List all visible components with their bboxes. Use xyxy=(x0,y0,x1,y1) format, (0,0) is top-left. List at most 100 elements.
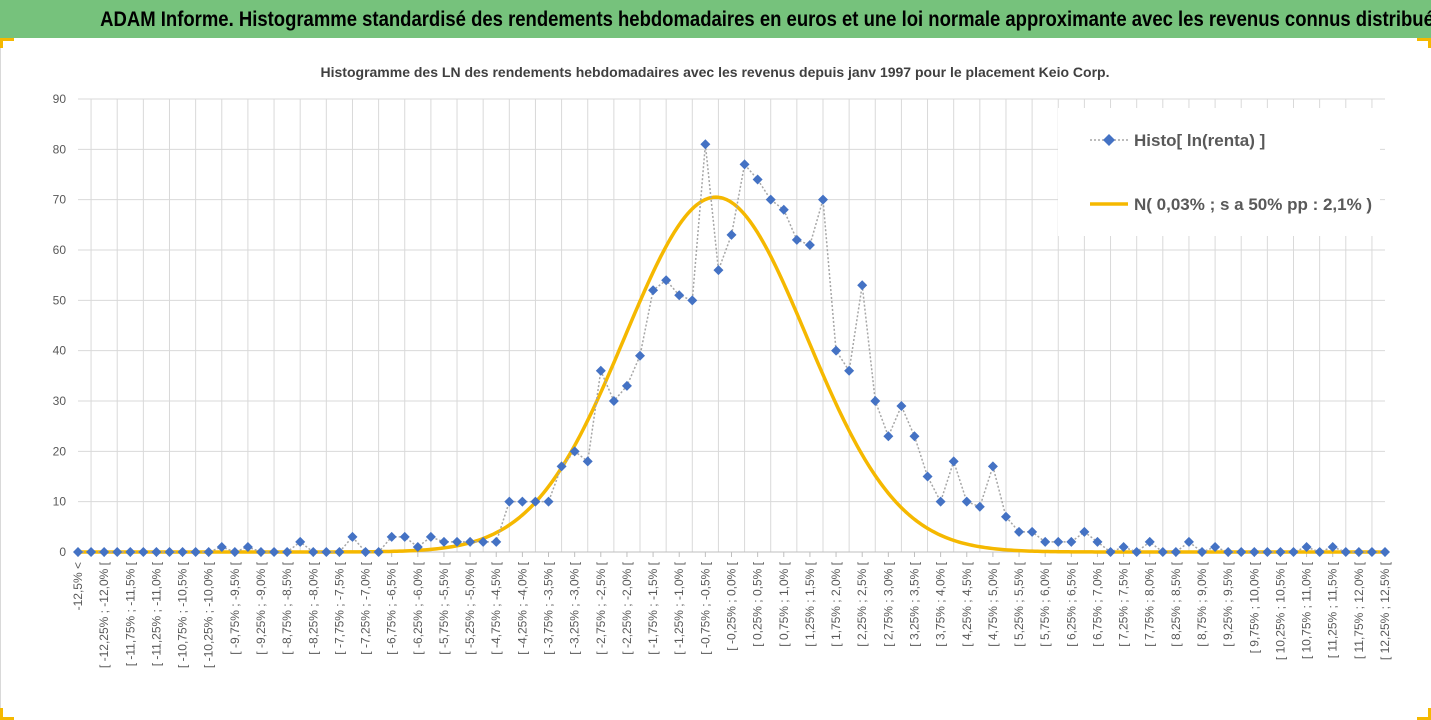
histo-point xyxy=(556,461,567,472)
histo-point xyxy=(203,547,214,557)
histo-point xyxy=(308,547,319,557)
histo-point xyxy=(438,536,449,547)
x-tick-label: [ -2,75% ; -2,5% [ xyxy=(594,561,608,654)
histo-point xyxy=(961,496,972,507)
y-tick-label: 50 xyxy=(53,293,67,307)
histo-point xyxy=(1301,541,1312,552)
histo-point xyxy=(948,456,959,467)
histo-point xyxy=(452,536,463,547)
x-tick-label: [ 10,25% ; 10,5% [ xyxy=(1273,561,1287,660)
corner-accent-bottom-left xyxy=(0,708,3,720)
histo-point xyxy=(151,547,162,557)
histo-point xyxy=(765,194,776,205)
histo-point xyxy=(1275,547,1286,557)
histo-point xyxy=(739,159,750,170)
histo-point xyxy=(621,380,632,391)
x-tick-label: [ 2,75% ; 3,0% [ xyxy=(881,561,895,646)
corner-accent-top-right xyxy=(1428,38,1431,48)
corner-accent-top-right xyxy=(1417,38,1431,41)
histo-point xyxy=(1366,547,1377,557)
histo-point xyxy=(321,547,332,557)
x-tick-label: [ -5,25% ; -5,0% [ xyxy=(463,561,477,654)
x-tick-label: [ 9,75% ; 10,0% [ xyxy=(1247,561,1261,653)
x-tick-label: [ 3,75% ; 4,0% [ xyxy=(934,561,948,646)
y-tick-label: 0 xyxy=(59,545,66,559)
x-tick-label: [ 6,75% ; 7,0% [ xyxy=(1090,561,1104,646)
histo-point xyxy=(216,541,227,552)
histo-point xyxy=(778,204,789,215)
histo-point xyxy=(700,139,711,150)
y-tick-label: 20 xyxy=(53,444,67,458)
histo-point xyxy=(857,280,868,291)
histo-point xyxy=(1118,541,1129,552)
x-tick-label: [ -4,25% ; -4,0% [ xyxy=(515,561,529,654)
histo-point xyxy=(1157,547,1168,557)
histo-point xyxy=(1170,547,1181,557)
histo-point xyxy=(831,345,842,356)
legend-box xyxy=(1058,108,1380,236)
histo-point xyxy=(86,547,97,557)
histo-point xyxy=(1183,536,1194,547)
legend-histo-marker xyxy=(1103,134,1115,146)
histo-point xyxy=(1014,526,1025,537)
histo-point xyxy=(399,531,410,542)
histo-point xyxy=(582,456,593,467)
histo-point xyxy=(229,547,240,557)
histo-point xyxy=(334,547,345,557)
x-tick-label: [ -1,75% ; -1,5% [ xyxy=(646,561,660,654)
histo-point xyxy=(804,239,815,250)
histo-point xyxy=(138,547,149,557)
histo-point xyxy=(896,401,907,412)
y-tick-label: 30 xyxy=(53,394,67,408)
histo-point xyxy=(791,234,802,245)
histo-point xyxy=(517,496,528,507)
x-tick-label: [ -5,75% ; -5,5% [ xyxy=(437,561,451,654)
x-tick-label: [ 5,75% ; 6,0% [ xyxy=(1038,561,1052,646)
x-tick-label: [ -10,75% ; -10,5% [ xyxy=(176,561,190,668)
histo-point xyxy=(1000,511,1011,522)
histo-point xyxy=(687,295,698,306)
x-tick-label: [ 9,25% ; 9,5% [ xyxy=(1221,561,1235,646)
y-tick-label: 90 xyxy=(53,92,67,106)
corner-accent-bottom-left xyxy=(0,717,14,720)
histo-point xyxy=(1314,547,1325,557)
histo-point xyxy=(295,536,306,547)
histo-point xyxy=(177,547,188,557)
histo-point xyxy=(504,496,515,507)
x-tick-label: [ -6,25% ; -6,0% [ xyxy=(411,561,425,654)
x-tick-label: [ 1,75% ; 2,0% [ xyxy=(829,561,843,646)
histo-point xyxy=(1040,536,1051,547)
x-tick-label: [ -7,25% ; -7,0% [ xyxy=(359,561,373,654)
histo-point xyxy=(922,471,933,482)
histo-point xyxy=(478,536,489,547)
histo-point xyxy=(386,531,397,542)
histo-point xyxy=(1288,547,1299,557)
chart-title: Histogramme des LN des rendements hebdom… xyxy=(321,64,1110,80)
x-tick-label: [ 3,25% ; 3,5% [ xyxy=(907,561,921,646)
x-tick-label: [ 2,25% ; 2,5% [ xyxy=(855,561,869,646)
histo-point xyxy=(1340,547,1351,557)
x-tick-label: [ -3,75% ; -3,5% [ xyxy=(542,561,556,654)
x-tick-label: [ 4,75% ; 5,0% [ xyxy=(986,561,1000,646)
histo-point xyxy=(164,547,175,557)
histo-point xyxy=(987,461,998,472)
x-tick-label: [ 10,75% ; 11,0% [ xyxy=(1300,561,1314,659)
histo-point xyxy=(242,541,253,552)
x-tick-label: [ -0,75% ; -0,5% [ xyxy=(698,561,712,654)
histo-point xyxy=(112,547,123,557)
x-tick-label: [ 7,75% ; 8,0% [ xyxy=(1143,561,1157,646)
histo-point xyxy=(726,229,737,240)
x-tick-label: [ 5,25% ; 5,5% [ xyxy=(1012,561,1026,646)
histo-point xyxy=(752,174,763,185)
legend-histo-label: Histo[ ln(renta) ] xyxy=(1134,131,1265,150)
histo-point xyxy=(608,396,619,406)
x-tick-label: [ -12,25% ; -12,0% [ xyxy=(97,561,111,668)
histo-point xyxy=(360,547,371,557)
y-tick-label: 80 xyxy=(53,142,67,156)
histo-point xyxy=(595,365,606,376)
histo-point xyxy=(1105,547,1116,557)
histo-point xyxy=(255,547,266,557)
histo-point xyxy=(99,547,110,557)
histo-point xyxy=(844,365,855,376)
